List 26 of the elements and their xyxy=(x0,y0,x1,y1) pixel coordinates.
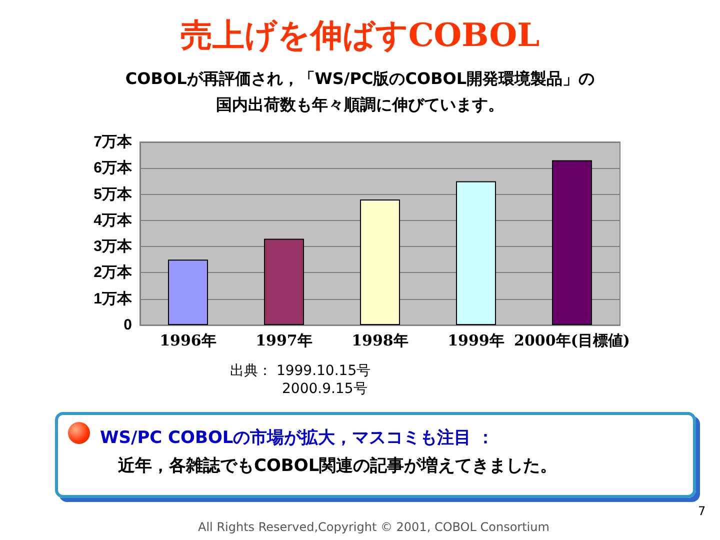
text: 近年，各雑誌でもCOBOL関連の記事が増えてきました。 xyxy=(118,455,558,477)
y-tick-label: 5万本 xyxy=(94,186,133,203)
y-tick-label: 4万本 xyxy=(94,212,133,229)
source-note: 出典： 1999.10.15号 xyxy=(230,362,371,380)
chart-title: 売上げを伸ばすCOBOL xyxy=(179,15,541,56)
y-tick-label: 1万本 xyxy=(94,290,133,308)
bar xyxy=(552,160,592,325)
y-tick-label: 7万本 xyxy=(94,134,133,150)
y-tick-label: 6万本 xyxy=(94,160,133,177)
y-tick-label: 2万本 xyxy=(94,264,133,282)
text: 2000.9.15号 xyxy=(282,380,368,398)
text: All Rights Reserved,Copyright © 2001, COBOL Consortium xyxy=(198,520,550,534)
x-tick-label: 1999年 xyxy=(448,332,504,350)
x-tick-label: 1996年 xyxy=(160,332,216,350)
text: 7 xyxy=(698,504,706,518)
bar xyxy=(264,238,304,325)
bar xyxy=(456,181,496,325)
chart-subtitle: COBOLが再評価され，「WS/PC版のCOBOL開発環境製品」の国内出荷数も年々順調に伸びています。 xyxy=(124,68,596,116)
x-tick-label: 1997年 xyxy=(256,332,312,350)
y-tick-label: 0 xyxy=(124,316,132,334)
bar xyxy=(168,260,208,325)
x-tick-label: 1998年 xyxy=(352,332,408,350)
bar xyxy=(360,200,400,325)
x-tick-label: 2000年(目標値) xyxy=(514,332,630,350)
y-tick-label: 3万本 xyxy=(94,238,133,256)
text: WS/PC COBOLの市場が拡大，マスコミも注目 ： xyxy=(100,427,494,449)
